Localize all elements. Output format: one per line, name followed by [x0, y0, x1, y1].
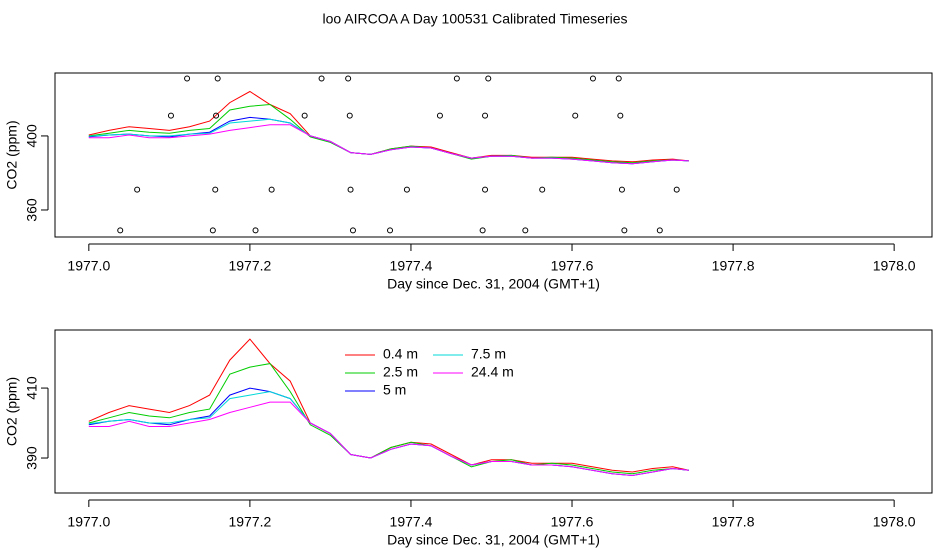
calibration-point: [673, 186, 680, 193]
series-line: [88, 118, 689, 165]
calibration-point: [453, 75, 460, 82]
calibration-point: [212, 186, 219, 193]
calibration-point: [403, 186, 410, 193]
legend-label: 24.4 m: [471, 364, 514, 380]
x-tick-label: 1977.0: [67, 258, 110, 274]
calibration-point: [485, 75, 492, 82]
calibration-point: [589, 75, 596, 82]
y-tick-label: 390: [24, 446, 40, 470]
calibration-point: [436, 112, 443, 119]
x-tick-label: 1978.0: [873, 258, 916, 274]
calibration-point: [184, 75, 191, 82]
x-tick-label: 1977.8: [712, 258, 755, 274]
x-axis-label: Day since Dec. 31, 2004 (GMT+1): [387, 532, 600, 548]
calibration-point: [482, 112, 489, 119]
calibration-point: [167, 112, 174, 119]
calibration-point: [615, 75, 622, 82]
y-tick-label: 360: [24, 198, 40, 222]
calibration-point: [482, 186, 489, 193]
calibration-point: [346, 112, 353, 119]
x-tick-label: 1978.0: [873, 514, 916, 530]
calibration-point: [349, 227, 356, 234]
calibration-point: [621, 227, 628, 234]
calibration-point: [347, 186, 354, 193]
series-line: [88, 103, 689, 164]
legend-label: 2.5 m: [383, 364, 418, 380]
y-tick-label: 410: [24, 376, 40, 400]
legend-label: 7.5 m: [471, 346, 506, 362]
legend-label: 0.4 m: [383, 346, 418, 362]
calibration-point: [213, 112, 220, 119]
calibration-point: [301, 112, 308, 119]
series-line: [88, 363, 689, 475]
series-line: [88, 401, 689, 477]
plot-frame: [54, 329, 933, 494]
series-line: [88, 90, 689, 163]
y-axis-label: CO2 (ppm): [4, 120, 20, 189]
calibration-point: [617, 112, 624, 119]
series-line: [88, 387, 689, 477]
x-tick-label: 1977.4: [390, 514, 433, 530]
calibration-point: [268, 186, 275, 193]
y-axis-label: CO2 (ppm): [4, 377, 20, 446]
calibration-point: [572, 112, 579, 119]
x-tick-label: 1977.6: [551, 514, 594, 530]
series-line: [88, 391, 689, 477]
calibration-point: [618, 186, 625, 193]
plot-frame: [54, 72, 933, 238]
calibration-point: [539, 186, 546, 193]
legend-label: 5 m: [383, 382, 406, 398]
x-axis-label: Day since Dec. 31, 2004 (GMT+1): [387, 276, 600, 292]
chart-title: loo AIRCOA A Day 100531 Calibrated Times…: [322, 11, 627, 27]
calibration-point: [345, 75, 352, 82]
calibration-point: [214, 75, 221, 82]
x-tick-label: 1977.0: [67, 514, 110, 530]
x-tick-label: 1977.6: [551, 258, 594, 274]
x-tick-label: 1977.2: [228, 258, 271, 274]
series-line: [88, 124, 689, 165]
calibration-point: [252, 227, 259, 234]
series-line: [88, 116, 689, 165]
calibration-point: [479, 227, 486, 234]
calibration-point: [656, 227, 663, 234]
x-tick-label: 1977.4: [390, 258, 433, 274]
calibration-point: [134, 186, 141, 193]
calibration-point: [209, 227, 216, 234]
x-tick-label: 1977.8: [712, 514, 755, 530]
calibration-point: [522, 227, 529, 234]
calibration-point: [387, 227, 394, 234]
calibration-point: [117, 227, 124, 234]
calibration-point: [318, 75, 325, 82]
x-tick-label: 1977.2: [228, 514, 271, 530]
y-tick-label: 400: [24, 124, 40, 148]
